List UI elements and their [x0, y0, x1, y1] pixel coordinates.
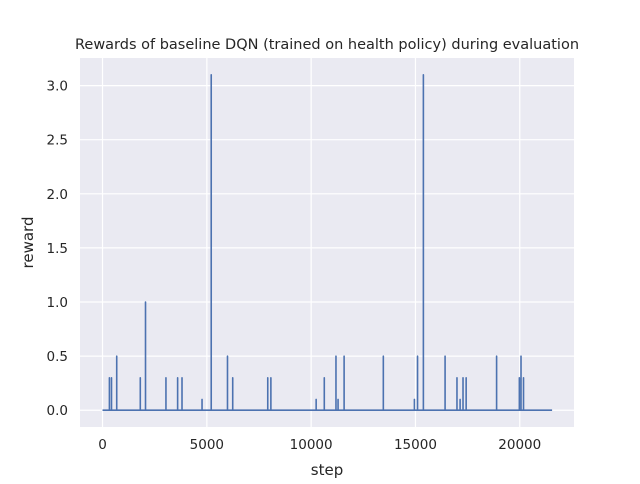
y-tick-label: 0.0	[47, 403, 68, 419]
plot-background	[80, 58, 574, 427]
x-tick-label: 0	[98, 437, 107, 453]
y-tick-label: 2.0	[47, 187, 68, 203]
x-tick-label: 15000	[394, 437, 437, 453]
reward-line	[102, 73, 553, 412]
y-tick-label: 0.5	[47, 349, 68, 365]
chart-title: Rewards of baseline DQN (trained on heal…	[75, 37, 579, 53]
x-tick-label: 10000	[290, 437, 333, 453]
y-tick-label: 1.0	[47, 295, 68, 311]
y-tick-label: 3.0	[47, 79, 68, 95]
y-tick-label: 1.5	[47, 241, 68, 257]
series-layer	[102, 73, 553, 412]
x-tick-label: 20000	[498, 437, 541, 453]
x-axis-label: step	[311, 461, 343, 479]
tick-labels: 0 5000 10000 15000 20000 0.0 0.5 1.0 1.5 2.0 2.5 3.…	[47, 79, 542, 453]
x-tick-label: 5000	[190, 437, 224, 453]
y-axis-label: reward	[19, 217, 37, 269]
y-tick-label: 2.5	[47, 133, 68, 149]
